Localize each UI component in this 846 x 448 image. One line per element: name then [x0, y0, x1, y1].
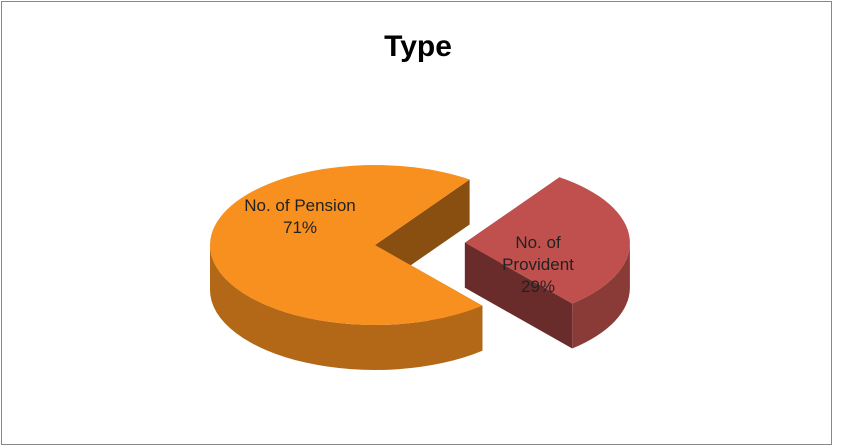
slice-side — [210, 245, 483, 370]
slice-cut-face — [464, 242, 573, 349]
chart-title: Type — [384, 30, 452, 63]
data-label: No. of Provident 29% — [478, 232, 598, 298]
pie-slice — [464, 177, 630, 349]
category-label: No. of Provident — [502, 233, 574, 274]
slice-top — [464, 177, 630, 304]
value-label: 71% — [282, 218, 318, 237]
category-label: No. of Pension — [244, 196, 356, 215]
value-label: 29% — [520, 277, 556, 296]
slice-side — [572, 242, 630, 349]
data-label: No. of Pension 71% — [215, 195, 385, 239]
pie-slice — [210, 165, 483, 370]
slice-top — [210, 165, 483, 325]
